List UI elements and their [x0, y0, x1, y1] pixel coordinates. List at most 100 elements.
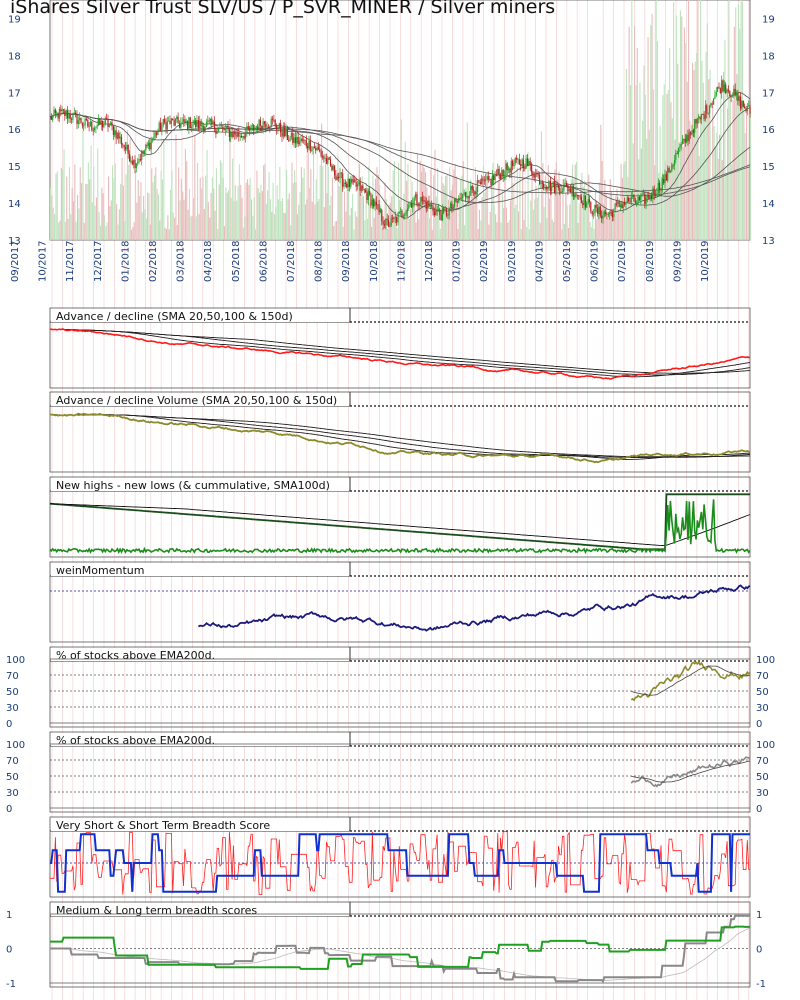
volume-bar [567, 227, 569, 240]
volume-bar [244, 216, 246, 240]
candle-body [683, 138, 685, 140]
candle-body [517, 159, 519, 161]
candle-body [514, 157, 516, 163]
short-term-breadth [50, 831, 750, 895]
volume-bar [334, 221, 336, 240]
candle-body [199, 120, 201, 129]
price-candles [50, 75, 751, 230]
volume-bar [59, 220, 61, 240]
volume-bar [186, 161, 188, 240]
candle-body [445, 209, 448, 216]
volume-bar [605, 192, 607, 240]
candle-body [551, 186, 553, 192]
volume-bar [647, 37, 649, 240]
month-tick-label: 04/2019 [534, 240, 545, 282]
volume-bar [562, 179, 564, 240]
volume-bar [624, 161, 626, 240]
volume-bar [431, 229, 433, 240]
volume-bar [478, 209, 480, 240]
volume-bar [121, 157, 123, 240]
candle-body [316, 147, 318, 151]
candle-body [222, 126, 224, 128]
volume-bar [550, 177, 552, 240]
volume-bar [563, 223, 565, 240]
volume-bar [643, 65, 645, 241]
volume-bar [256, 170, 258, 240]
month-tick-label: 07/2019 [617, 240, 628, 282]
candle-body [127, 144, 129, 154]
candle-body [253, 125, 255, 131]
volume-bar [125, 174, 127, 240]
volume-bar [93, 167, 95, 240]
candle-body [561, 190, 564, 192]
candle-body [267, 126, 270, 128]
candle-body [262, 121, 264, 130]
candle-body [475, 192, 477, 195]
candle-body [130, 160, 132, 162]
candle-body [628, 197, 630, 202]
volume-bar [242, 227, 244, 240]
candle-body [421, 197, 423, 202]
volume-bar [188, 188, 190, 240]
candle-body [601, 215, 603, 219]
volume-bar [412, 200, 414, 240]
volume-bar [371, 226, 373, 240]
candle-body [173, 120, 175, 126]
adv-line [49, 412, 750, 464]
candle-body [89, 121, 92, 127]
volume-bar [706, 23, 708, 240]
volume-bar [230, 197, 232, 240]
volume-bar [268, 172, 270, 240]
volume-bar [54, 214, 56, 240]
candle-body [633, 195, 635, 202]
volume-bar [282, 198, 284, 240]
volume-bar [170, 189, 172, 240]
candle-body [533, 175, 535, 178]
volume-bar [50, 188, 52, 240]
candle-body [404, 215, 406, 216]
candle-body [107, 119, 109, 127]
volume-bar [375, 178, 377, 240]
candle-body [557, 184, 560, 189]
candle-body [416, 194, 418, 204]
volume-bar [609, 179, 611, 240]
candle-body [495, 174, 497, 176]
candle-body [429, 205, 431, 207]
volume-bar [288, 193, 290, 240]
candle-body [477, 180, 479, 193]
candle-body [464, 192, 466, 197]
volume-bar [295, 182, 297, 240]
candle-body [211, 118, 213, 125]
panel-title-bg [51, 309, 349, 322]
volume-bar [732, 100, 734, 240]
panel-frame [49, 646, 751, 728]
volume-bar [514, 208, 516, 240]
candle-body [284, 127, 286, 136]
volume-bar [740, 0, 742, 240]
month-tick-label: 07/2018 [286, 240, 297, 282]
candle-body [455, 198, 457, 202]
candle-body [522, 159, 524, 169]
volume-bar [547, 165, 549, 240]
candle-body [688, 132, 690, 141]
candle-body [590, 202, 592, 212]
volume-bar [603, 204, 605, 240]
volume-bar [542, 163, 544, 240]
candle-body [65, 110, 67, 116]
volume-bar [345, 211, 347, 240]
volume-bar [492, 163, 494, 240]
candle-body [346, 184, 348, 188]
candle-body [317, 147, 319, 150]
candle-body [77, 120, 79, 124]
candle-body [433, 211, 435, 216]
candle-body [169, 120, 171, 124]
panel-title: Very Short & Short Term Breadth Score [56, 819, 270, 832]
volume-bar [277, 199, 279, 240]
candle-body [695, 119, 697, 124]
volume-bar [505, 207, 507, 240]
volume-bar [630, 85, 632, 240]
candle-body [61, 109, 63, 112]
volume-bar [85, 183, 87, 240]
volume-bar [584, 180, 586, 240]
volume-bar [257, 188, 259, 240]
